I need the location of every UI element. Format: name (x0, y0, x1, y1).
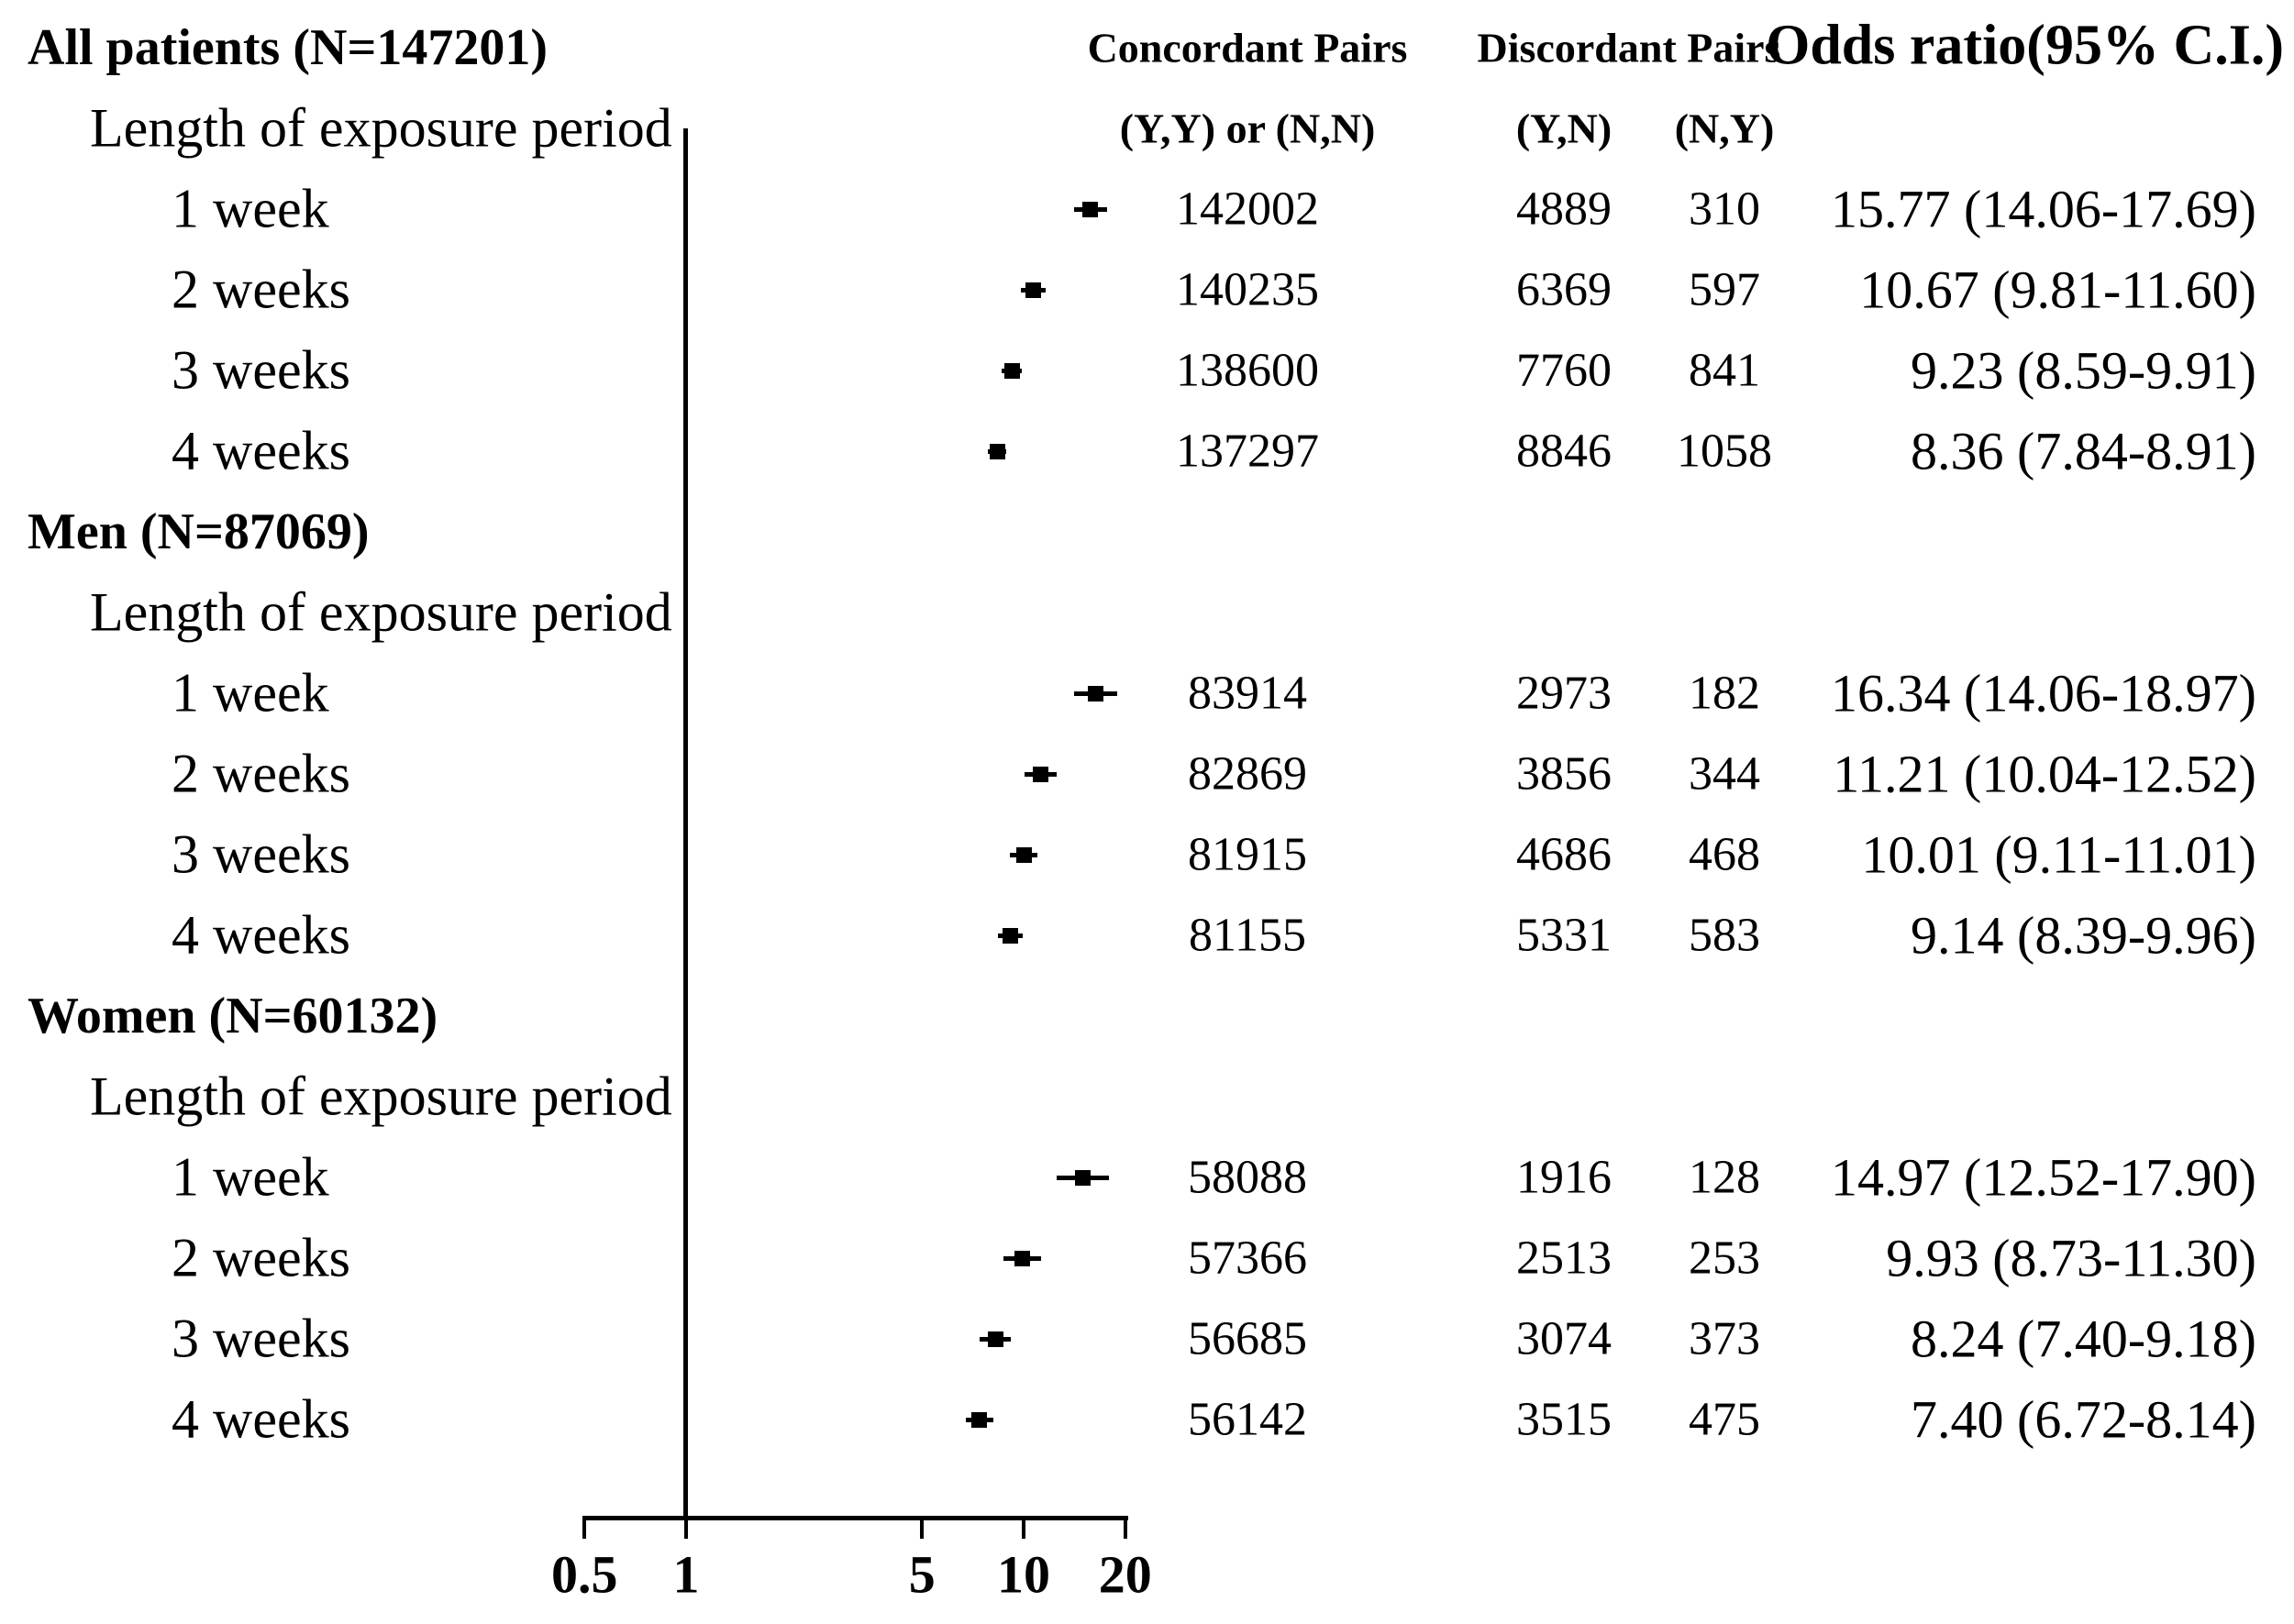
group-label: Women (N=60132) (28, 988, 438, 1044)
discordant-ny-value: 310 (1689, 182, 1760, 236)
column-header-odds-ratio: Odds ratio(95% C.I.) (1766, 14, 2284, 77)
or-point-marker (1003, 927, 1019, 944)
discordant-ny-value: 841 (1689, 344, 1760, 397)
row-label: 4 weeks (172, 904, 350, 966)
discordant-yn-value: 4686 (1516, 828, 1612, 881)
discordant-ny-value: 475 (1689, 1393, 1760, 1446)
x-axis-tick (920, 1516, 925, 1539)
x-axis-line (582, 1516, 1128, 1520)
x-axis-tick-label: 20 (1098, 1544, 1152, 1605)
or-point-marker (1025, 282, 1041, 298)
row-label: 2 weeks (172, 1227, 350, 1288)
odds-ratio-ci-value: 11.21 (10.04-12.52) (1833, 744, 2256, 804)
group-sublabel: Length of exposure period (90, 1066, 672, 1127)
concordant-pairs-value: 138600 (1176, 344, 1319, 397)
concordant-pairs-value: 140235 (1176, 263, 1319, 316)
x-axis-tick-label: 10 (997, 1544, 1050, 1605)
column-header-concordant-pairs: Concordant Pairs (1087, 24, 1408, 72)
row-label: 3 weeks (172, 1308, 350, 1369)
x-axis-tick (582, 1516, 587, 1539)
or-point-marker (989, 443, 1005, 459)
concordant-pairs-value: 142002 (1176, 182, 1319, 236)
discordant-ny-value: 182 (1689, 667, 1760, 720)
concordant-pairs-value: 81155 (1188, 909, 1307, 962)
discordant-yn-value: 6369 (1516, 263, 1612, 316)
odds-ratio-ci-value: 9.23 (8.59-9.91) (1911, 340, 2256, 401)
or-point-marker (971, 1411, 988, 1428)
x-axis-tick (1123, 1516, 1127, 1539)
reference-line (683, 128, 688, 1519)
concordant-pairs-value: 83914 (1188, 667, 1307, 720)
x-axis-tick-label: 1 (672, 1544, 700, 1605)
concordant-pairs-value: 57366 (1188, 1232, 1307, 1285)
concordant-pairs-value: 56685 (1188, 1312, 1307, 1365)
row-label: 2 weeks (172, 743, 350, 804)
row-label: 1 week (172, 178, 329, 239)
column-subheader-discordant-ny: (N,Y) (1674, 105, 1775, 152)
discordant-ny-value: 468 (1689, 828, 1760, 881)
column-header-discordant-pairs: Discordant Pairs (1477, 24, 1781, 72)
concordant-pairs-value: 81915 (1188, 828, 1307, 881)
row-label: 3 weeks (172, 339, 350, 401)
discordant-yn-value: 4889 (1516, 182, 1612, 236)
or-point-marker (987, 1331, 1003, 1347)
group-sublabel: Length of exposure period (90, 581, 672, 643)
row-label: 2 weeks (172, 259, 350, 320)
or-point-marker (1003, 362, 1020, 379)
group-sublabel: Length of exposure period (90, 97, 672, 159)
odds-ratio-ci-value: 14.97 (12.52-17.90) (1831, 1147, 2256, 1208)
discordant-yn-value: 5331 (1516, 909, 1612, 962)
discordant-yn-value: 3856 (1516, 747, 1612, 801)
x-axis-tick (684, 1516, 688, 1539)
odds-ratio-ci-value: 7.40 (6.72-8.14) (1911, 1389, 2256, 1450)
group-label: All patients (N=147201) (28, 19, 548, 76)
odds-ratio-ci-value: 15.77 (14.06-17.69) (1831, 179, 2256, 239)
discordant-yn-value: 1916 (1516, 1151, 1612, 1204)
discordant-ny-value: 597 (1689, 263, 1760, 316)
or-point-marker (1088, 685, 1103, 702)
or-point-marker (1015, 846, 1032, 863)
x-axis-tick-label: 0.5 (550, 1544, 618, 1605)
row-label: 4 weeks (172, 420, 350, 481)
odds-ratio-ci-value: 9.93 (8.73-11.30) (1886, 1228, 2256, 1288)
discordant-ny-value: 373 (1689, 1312, 1760, 1365)
discordant-ny-value: 128 (1689, 1151, 1760, 1204)
row-label: 4 weeks (172, 1388, 350, 1450)
odds-ratio-ci-value: 10.01 (9.11-11.01) (1861, 824, 2256, 885)
row-label: 1 week (172, 1146, 329, 1208)
discordant-ny-value: 1058 (1677, 425, 1772, 478)
group-label: Men (N=87069) (28, 503, 370, 560)
or-point-marker (1075, 1169, 1091, 1186)
discordant-ny-value: 344 (1689, 747, 1760, 801)
discordant-ny-value: 583 (1689, 909, 1760, 962)
concordant-pairs-value: 58088 (1188, 1151, 1307, 1204)
discordant-yn-value: 8846 (1516, 425, 1612, 478)
discordant-yn-value: 7760 (1516, 344, 1612, 397)
row-label: 3 weeks (172, 823, 350, 885)
or-point-marker (1082, 201, 1099, 217)
odds-ratio-ci-value: 9.14 (8.39-9.96) (1911, 905, 2256, 966)
discordant-yn-value: 2513 (1516, 1232, 1612, 1285)
odds-ratio-ci-value: 8.24 (7.40-9.18) (1911, 1309, 2256, 1369)
concordant-pairs-value: 56142 (1188, 1393, 1307, 1446)
odds-ratio-ci-value: 16.34 (14.06-18.97) (1831, 663, 2256, 724)
odds-ratio-ci-value: 8.36 (7.84-8.91) (1911, 421, 2256, 481)
concordant-pairs-value: 137297 (1176, 425, 1319, 478)
odds-ratio-ci-value: 10.67 (9.81-11.60) (1859, 260, 2256, 320)
discordant-yn-value: 2973 (1516, 667, 1612, 720)
column-subheader-concordant-yy-nn: (Y,Y) or (N,N) (1119, 105, 1376, 152)
or-point-marker (1032, 766, 1048, 782)
concordant-pairs-value: 82869 (1188, 747, 1307, 801)
discordant-ny-value: 253 (1689, 1232, 1760, 1285)
discordant-yn-value: 3515 (1516, 1393, 1612, 1446)
discordant-yn-value: 3074 (1516, 1312, 1612, 1365)
x-axis-tick-label: 5 (908, 1544, 936, 1605)
column-subheader-discordant-yn: (Y,N) (1515, 105, 1612, 152)
or-point-marker (1014, 1250, 1031, 1266)
x-axis-tick (1022, 1516, 1025, 1539)
row-label: 1 week (172, 662, 329, 724)
